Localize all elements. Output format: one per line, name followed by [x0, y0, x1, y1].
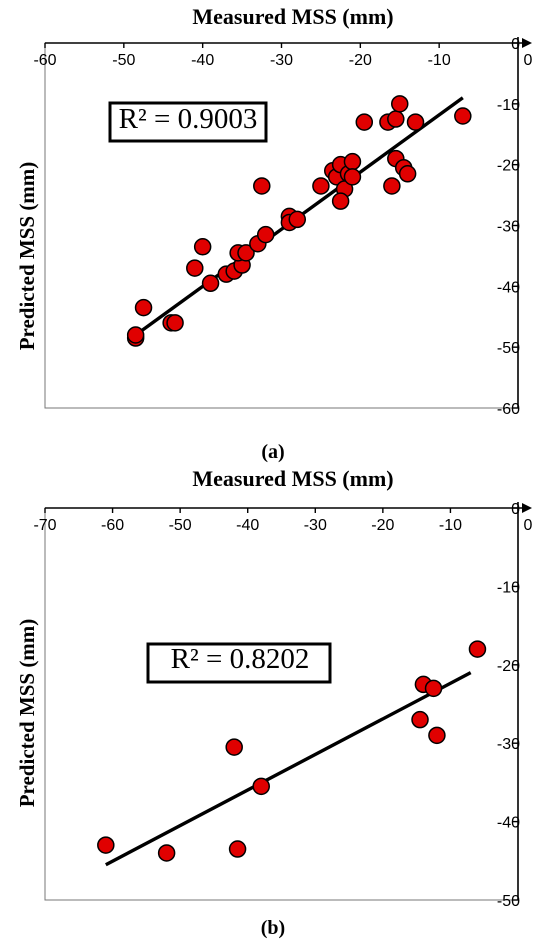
chart-b-x-tick-label: -30 — [304, 517, 327, 534]
chart-a-x-tick-label: -30 — [270, 52, 293, 69]
chart-a-data-point — [134, 298, 153, 317]
chart-b-x-tick-label: -70 — [33, 517, 56, 534]
chart-b-data-point — [428, 726, 446, 745]
caption-a: (a) — [261, 441, 284, 463]
chart-b-y-tick-label: -50 — [497, 893, 520, 910]
chart-a-data-point — [398, 165, 417, 183]
chart-a-data-point — [186, 259, 204, 277]
chart-b-x-tick-label: -60 — [101, 517, 124, 534]
chart-a-r2-annotation-text: R² = 0.9003 — [119, 103, 258, 135]
chart-b-data-point — [424, 679, 443, 698]
chart-a-x-tick-label: -40 — [191, 52, 214, 69]
chart-b-data-point — [228, 840, 247, 858]
chart-a-data-point — [343, 168, 362, 186]
chart-a-data-point — [253, 177, 271, 195]
chart-a-y-tick-label: -40 — [497, 279, 520, 296]
chart-b-y-tick-label: -40 — [497, 815, 520, 832]
chart-a-data-point — [312, 177, 330, 195]
chart-a-data-point — [288, 210, 307, 229]
chart-a-title: Measured MSS (mm) — [192, 4, 393, 29]
chart-a-data-point — [331, 192, 350, 210]
chart-b-plot-area — [44, 507, 519, 901]
chart-b-y-tick-label: -10 — [497, 579, 520, 596]
chart-a-x-tick-label: -50 — [112, 52, 135, 69]
chart-b-y-tick-label: -20 — [497, 658, 520, 675]
chart-b-y-axis-title: Predicted MSS (mm) — [15, 619, 39, 808]
chart-b-data-point — [411, 710, 429, 729]
chart-a-data-point — [201, 274, 220, 293]
chart-a-data-point — [391, 95, 409, 113]
chart-a-y-tick-label: -20 — [497, 158, 520, 175]
chart-a-y-tick-label: -10 — [497, 97, 520, 114]
chart-a-data-point — [383, 177, 401, 195]
caption-b: (b) — [261, 917, 285, 939]
chart-b-x-tick-label: -50 — [169, 517, 192, 534]
chart-a-data-point — [387, 110, 405, 128]
chart-a-data-point — [126, 326, 145, 344]
chart-b-data-point — [97, 836, 115, 854]
chart-a-data-point — [256, 225, 275, 244]
chart-a-y-axis-title: Predicted MSS (mm) — [15, 162, 39, 351]
chart-a-x-tick-label: -20 — [349, 52, 372, 69]
chart-a-x-tick-label: 0 — [524, 52, 533, 69]
chart-b-r2-annotation-text: R² = 0.8202 — [171, 643, 310, 675]
chart-b-title: Measured MSS (mm) — [192, 466, 393, 491]
chart-b-y-axis-label: Predicted MSS (mm) — [15, 619, 39, 808]
chart-b-data-point — [252, 777, 270, 796]
chart-b-trendline — [105, 671, 472, 867]
chart-b-y-tick-label: 0 — [511, 501, 520, 518]
chart-b-x-tick-label: -20 — [371, 517, 394, 534]
chart-b-x-tick-label: 0 — [524, 517, 533, 534]
chart-a-y-tick-label: -50 — [497, 340, 520, 357]
chart-b-x-tick-label: -40 — [236, 517, 259, 534]
chart-b-data-point — [225, 738, 243, 756]
chart-a-x-tick-label: -10 — [428, 52, 451, 69]
chart-a: Measured MSS (mm) Predicted MSS (mm) R² … — [15, 4, 533, 463]
chart-a-data-point — [406, 113, 425, 131]
chart-a-y-tick-label: -30 — [497, 219, 520, 236]
chart-a-r2-annotation-box — [108, 101, 268, 143]
chart-a-data-point — [454, 107, 472, 125]
chart-b-y-tick-label: -30 — [497, 736, 520, 753]
chart-b-data-point — [468, 640, 487, 658]
chart-a-data-point — [237, 244, 255, 262]
chart-b-r2-annotation-box — [146, 642, 332, 684]
chart-a-data-point — [166, 314, 184, 332]
chart-a-y-axis-label: Predicted MSS (mm) — [15, 162, 39, 351]
chart-a-y-tick-label: -60 — [497, 401, 520, 418]
chart-b-x-tick-label: -10 — [439, 517, 462, 534]
chart-b-data-point — [157, 844, 176, 862]
chart-a-data-point — [343, 152, 362, 171]
chart-a-x-tick-label: -60 — [33, 52, 56, 69]
chart-a-data-point — [355, 113, 374, 131]
chart-a-y-tick-label: 0 — [511, 36, 520, 53]
chart-b: Measured MSS (mm) Predicted MSS (mm) R² … — [15, 466, 533, 939]
chart-a-data-point — [193, 238, 212, 256]
